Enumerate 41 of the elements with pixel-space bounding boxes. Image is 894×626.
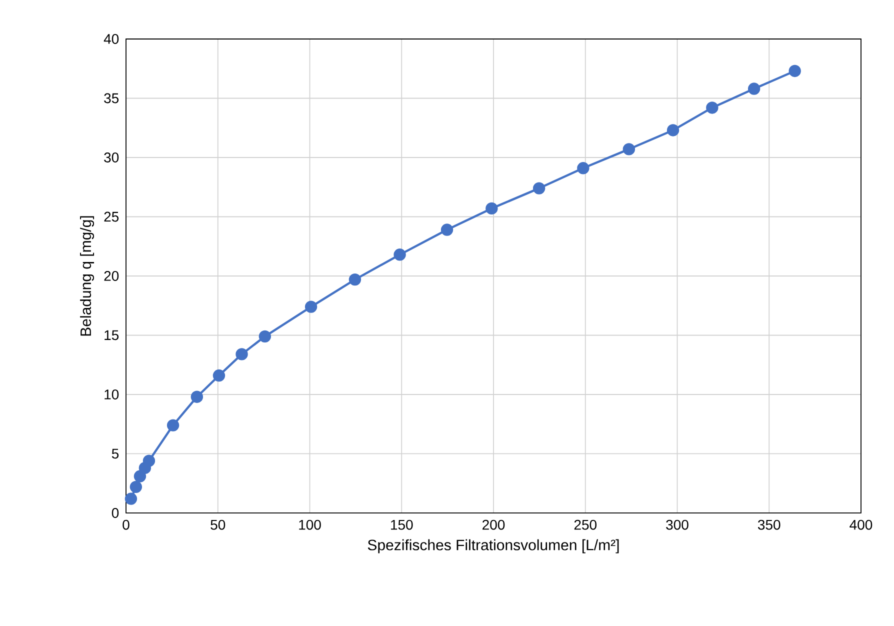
- point: [166, 419, 180, 432]
- point: [134, 470, 146, 482]
- point: [666, 124, 680, 136]
- y-axis-title: Beladung q [mg/g]: [80, 216, 94, 336]
- point: [394, 248, 406, 261]
- point: [348, 273, 362, 286]
- point: [577, 162, 590, 174]
- y-tick-label: 5: [112, 448, 119, 459]
- point: [304, 300, 318, 313]
- y-tick-label: 0: [112, 508, 119, 518]
- x-tick-label: 0: [122, 520, 130, 530]
- y-tick-label: 15: [104, 330, 119, 340]
- point: [532, 182, 546, 194]
- point: [130, 480, 142, 494]
- y-tick-label: 10: [104, 390, 119, 400]
- y-tick-label: 25: [104, 212, 119, 222]
- y-tick-label: 35: [104, 93, 119, 104]
- point: [706, 102, 718, 114]
- point: [124, 492, 138, 505]
- x-tick-label: 300: [666, 520, 688, 530]
- point: [440, 224, 454, 236]
- x-tick-label: 400: [850, 520, 872, 530]
- x-axis-title: Spezifisches Filtrationsvolumen [L/m²]: [368, 539, 619, 554]
- x-tick-label: 150: [391, 520, 413, 530]
- point: [212, 369, 226, 382]
- point: [190, 390, 204, 403]
- x-tick-label: 100: [299, 520, 321, 530]
- y-tick-label: 30: [104, 152, 119, 162]
- point: [258, 330, 272, 343]
- point: [236, 348, 248, 360]
- x-tick-label: 200: [482, 520, 505, 530]
- point: [788, 64, 801, 78]
- point: [486, 202, 498, 215]
- point: [748, 82, 760, 95]
- y-tick-label: 40: [104, 34, 119, 44]
- x-tick-label: 350: [758, 520, 780, 530]
- x-tick-label: 250: [574, 520, 597, 530]
- point: [622, 143, 636, 156]
- point: [142, 454, 156, 467]
- x-tick-label: 50: [210, 520, 226, 530]
- y-tick-label: 20: [104, 271, 119, 281]
